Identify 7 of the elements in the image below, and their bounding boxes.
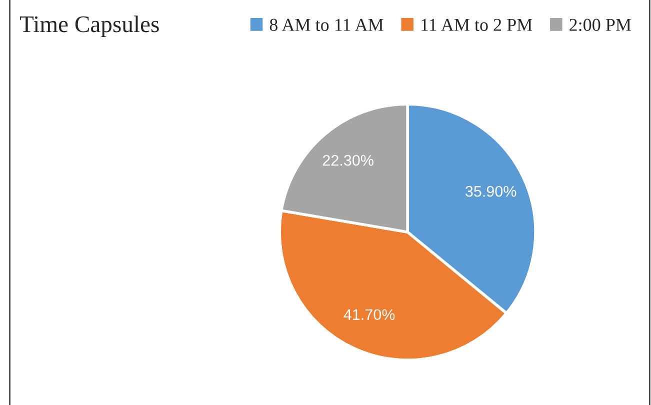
data-label: 22.30%: [322, 154, 374, 166]
data-label: 41.70%: [344, 309, 395, 320]
legend-label: 11 AM to 2 PM: [422, 18, 532, 31]
chart-title: Time Capsules: [20, 16, 159, 38]
legend-label: 8 AM to 11 AM: [270, 18, 384, 31]
legend-label: 2:00 PM: [570, 18, 631, 32]
data-label: 35.90%: [466, 186, 516, 197]
